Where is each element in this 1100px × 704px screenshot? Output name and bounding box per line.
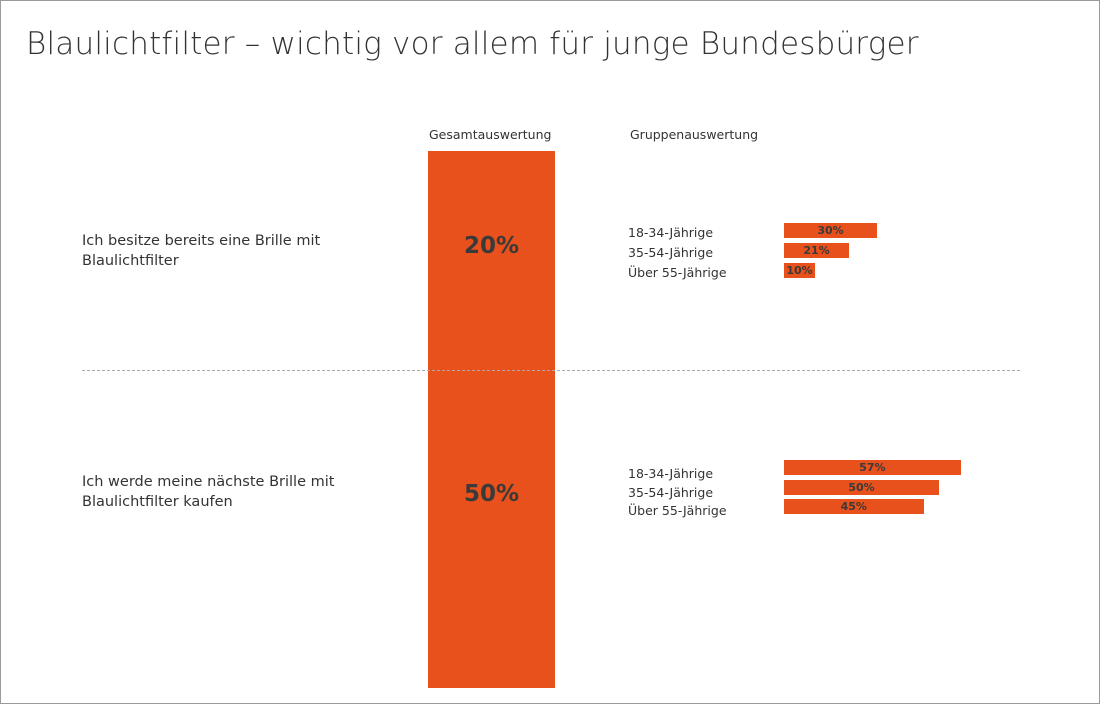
section-divider	[82, 370, 1020, 371]
group-label: 18-34-Jährige	[628, 466, 714, 481]
group-label: 18-34-Jährige	[628, 225, 714, 240]
overall-value-label-2: 50%	[463, 481, 520, 507]
question-label-1: Ich besitze bereits eine Brille mit Blau…	[82, 233, 321, 269]
group-bar: 50%	[784, 480, 939, 495]
group-bar: 10%	[784, 263, 815, 278]
group-bar: 57%	[784, 460, 961, 475]
question-label-2: Ich werde meine nächste Brille mit Blaul…	[82, 474, 335, 510]
chart-title: Blaulichtfilter – wichtig vor allem für …	[26, 26, 919, 62]
overall-bar	[428, 151, 555, 688]
group-bar: 30%	[784, 223, 877, 238]
group-label: Über 55-Jährige	[628, 503, 727, 518]
group-bar: 45%	[784, 499, 924, 514]
group-bar: 21%	[784, 243, 850, 258]
overall-column-header: Gesamtauswertung	[429, 127, 552, 142]
group-label: 35-54-Jährige	[628, 485, 714, 500]
overall-value-label-1: 20%	[463, 233, 520, 259]
group-label: 35-54-Jährige	[628, 245, 714, 260]
group-label: Über 55-Jährige	[628, 265, 727, 280]
group-column-header: Gruppenauswertung	[630, 127, 759, 142]
